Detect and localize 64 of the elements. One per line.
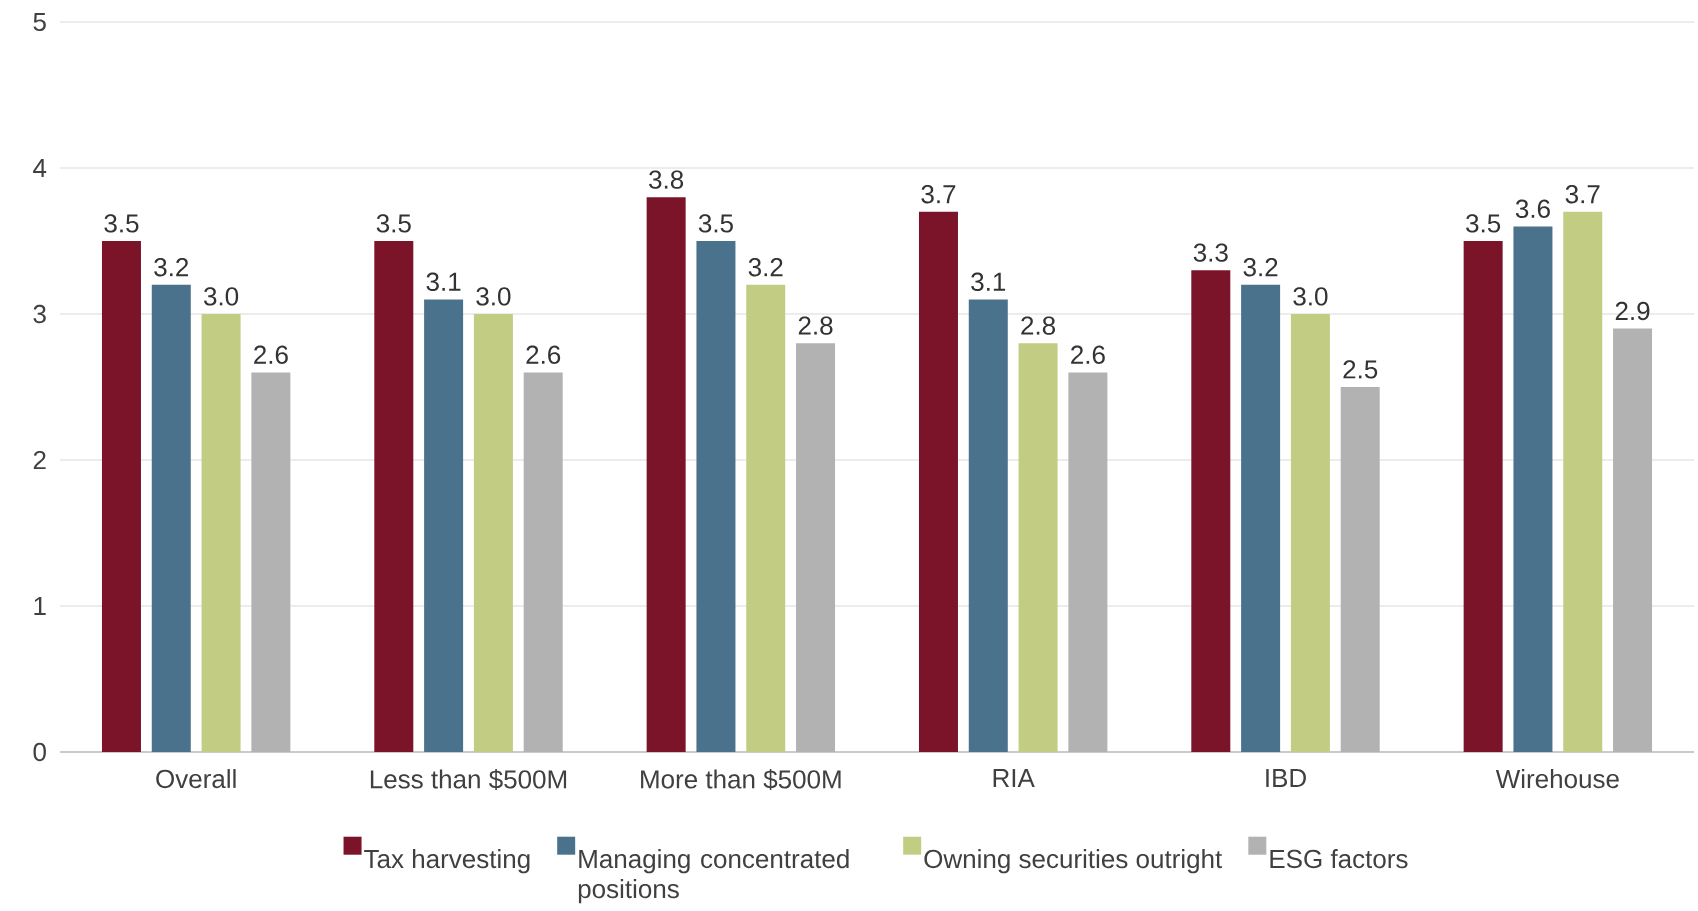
bar — [374, 241, 414, 752]
bar — [1241, 284, 1281, 752]
data-label: 3.1 — [426, 272, 461, 291]
bar — [796, 343, 836, 752]
data-label: 3.1 — [971, 272, 1006, 291]
y-tick-label: 1 — [34, 597, 46, 615]
data-label: 3.5 — [376, 214, 411, 233]
data-label: 3.6 — [1515, 199, 1550, 218]
bar — [1191, 270, 1231, 752]
bar — [1018, 343, 1058, 752]
bar — [1513, 226, 1553, 752]
legend-label: Owning securities outright — [924, 849, 1223, 874]
y-tick-label: 3 — [33, 304, 46, 324]
data-label: 3.2 — [1243, 257, 1278, 277]
y-tick-label: 5 — [33, 12, 46, 32]
x-tick-label: More than $500M — [641, 769, 841, 791]
bar — [473, 314, 513, 752]
data-label: 3.5 — [1466, 214, 1501, 233]
data-label: 2.9 — [1615, 301, 1650, 321]
data-label: 3.0 — [1293, 287, 1328, 306]
bar — [1563, 211, 1603, 752]
legend-label: Managing concentrated positions — [578, 849, 849, 904]
data-label: 3.5 — [104, 214, 139, 233]
data-label: 2.6 — [254, 345, 288, 364]
bar — [696, 241, 736, 752]
data-label: 2.5 — [1343, 360, 1378, 379]
data-label: 3.0 — [204, 287, 239, 306]
bar — [918, 211, 958, 752]
data-label: 3.2 — [748, 257, 783, 277]
bar — [1463, 241, 1503, 752]
bar — [151, 284, 191, 752]
x-tick-label: Less than $500M — [370, 769, 567, 791]
data-label: 3.3 — [1193, 243, 1228, 262]
bar — [201, 314, 241, 752]
data-label: 3.2 — [154, 257, 189, 277]
data-label: 3.7 — [921, 184, 956, 204]
data-label: 2.8 — [798, 316, 833, 335]
y-tick-label: 0 — [33, 742, 46, 762]
x-tick-label: IBD — [1266, 769, 1306, 787]
y-tick-label: 2 — [33, 450, 46, 470]
bar — [646, 197, 686, 752]
data-label: 3.0 — [476, 287, 511, 306]
data-label: 3.8 — [649, 170, 684, 189]
bar — [746, 284, 786, 752]
bar — [1613, 328, 1653, 752]
bar — [523, 372, 563, 752]
bar — [968, 299, 1008, 752]
x-tick-label: Overall — [156, 769, 236, 789]
bar — [1340, 387, 1380, 752]
x-tick-label: RIA — [993, 769, 1035, 787]
bar — [1068, 372, 1108, 752]
legend-label: ESG factors — [1270, 849, 1408, 869]
x-tick-label: Wirehouse — [1495, 769, 1619, 789]
bar — [101, 241, 141, 752]
legend-label: Tax harvesting — [364, 849, 530, 874]
bar — [424, 299, 464, 752]
bar — [251, 372, 291, 752]
data-label: 2.8 — [1021, 316, 1056, 335]
data-label: 3.5 — [698, 214, 733, 233]
data-label: 2.6 — [526, 345, 561, 364]
data-label: 3.7 — [1565, 184, 1600, 204]
bar — [1290, 314, 1330, 752]
data-label: 2.6 — [1071, 345, 1105, 364]
y-tick-label: 4 — [33, 159, 47, 177]
